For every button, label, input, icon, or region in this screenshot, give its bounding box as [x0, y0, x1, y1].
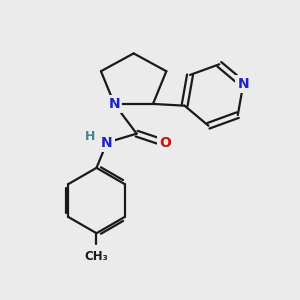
- Text: CH₃: CH₃: [85, 250, 108, 262]
- Text: H: H: [85, 130, 96, 142]
- Text: N: N: [237, 77, 249, 91]
- Text: N: N: [101, 136, 113, 150]
- Text: O: O: [159, 136, 171, 150]
- Text: N: N: [109, 97, 120, 111]
